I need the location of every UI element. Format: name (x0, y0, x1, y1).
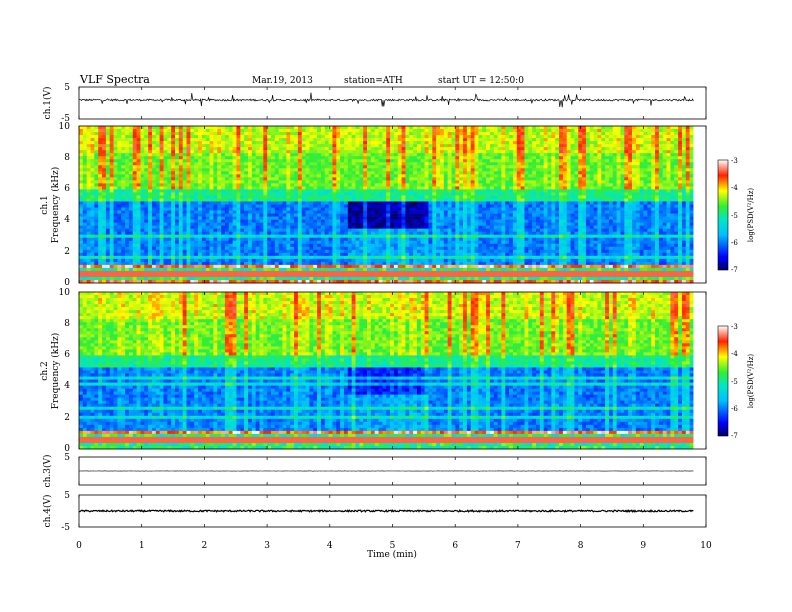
time-axis-label: Time (min) (367, 549, 417, 560)
ch2-cb-tick-3: -3 (731, 323, 738, 331)
ch1-waveform-line (79, 93, 693, 108)
ch1-cb-tick-6: -6 (731, 239, 738, 247)
ch2-cb-tick-4: -4 (731, 350, 738, 358)
ch1-cb-tick-7: -7 (731, 266, 738, 274)
ch2-spectrogram-panel: 0 2 4 6 8 10 ch.2 Frequency (kHz) -3 -4 … (40, 288, 755, 454)
ch2-ytick-4: 4 (64, 381, 70, 391)
time-tick-label-3: 3 (264, 541, 270, 551)
ch1-cb-tick-5: -5 (731, 212, 738, 220)
time-tick-label-4: 4 (327, 541, 333, 551)
ch2-spec-freq-label: Frequency (kHz) (50, 333, 61, 410)
ch1-spec-freq-label: Frequency (kHz) (50, 167, 61, 244)
ch2-cb-tick-6: -6 (731, 405, 738, 413)
ch1-ytick-2: 2 (64, 247, 70, 257)
ch1-ytick-6: 6 (64, 184, 70, 194)
ch1-spectrogram-panel: 0 2 4 6 8 10 ch.1 Frequency (kHz) -3 -4 … (40, 122, 755, 288)
ch2-cb-tick-7: -7 (731, 432, 738, 440)
time-tick-label-6: 6 (452, 541, 458, 551)
ch1-ytick-4: 4 (64, 215, 70, 225)
ch3-ylabel: ch.3(V) (42, 455, 53, 488)
time-tick-label-7: 7 (515, 541, 521, 551)
time-tick-label-0: 0 (76, 541, 82, 551)
time-tick-label-10: 10 (700, 541, 712, 551)
vlf-figure: VLF Spectra Mar.19, 2013 station=ATH sta… (0, 0, 792, 612)
ch1-colorbar (718, 160, 728, 270)
ch2-colorbar-label: log(PSD(V²/Hz) (747, 354, 755, 409)
time-tick-label-2: 2 (202, 541, 208, 551)
ch1-ylabel: ch.1(V) (42, 87, 53, 120)
ch2-spec-ylabel: ch.2 (40, 361, 50, 380)
ch1-cb-tick-4: -4 (731, 184, 738, 192)
ch2-ytick-8: 8 (64, 319, 70, 329)
ch1-ytick-10: 10 (59, 122, 71, 132)
ch2-ytick-2: 2 (64, 413, 70, 423)
station-label: station=ATH (344, 76, 403, 86)
ch1-ytick-8: 8 (64, 153, 70, 163)
ch2-spectrogram-image (79, 292, 706, 449)
ch1-waveform-frame (79, 87, 706, 119)
ch2-colorbar (718, 326, 728, 436)
ch1-colorbar-label: log(PSD(V²/Hz) (747, 188, 755, 243)
time-tick-label-1: 1 (139, 541, 145, 551)
ch1-ytick-0: 0 (64, 278, 70, 288)
ch4-ytick-top: 5 (64, 491, 70, 501)
ch4-ytick-bottom: -5 (61, 523, 70, 533)
figure-title: VLF Spectra (79, 73, 150, 86)
ch2-ytick-6: 6 (64, 350, 70, 360)
ch3-ytick-top: 5 (64, 453, 70, 463)
time-tick-label-9: 9 (640, 541, 646, 551)
start-time-label: start UT = 12:50:0 (438, 76, 524, 86)
ch4-waveform-line (79, 510, 693, 512)
ch1-spec-ylabel: ch.1 (40, 195, 50, 214)
time-tick-label-8: 8 (578, 541, 584, 551)
ch1-ytick-top: 5 (64, 83, 70, 93)
ch2-cb-tick-5: -5 (731, 378, 738, 386)
ch1-cb-tick-3: -3 (731, 157, 738, 165)
ch1-spectrogram-image (79, 126, 706, 283)
ch2-ytick-10: 10 (59, 288, 71, 298)
ch4-ylabel: ch.4(V) (42, 495, 53, 528)
date-label: Mar.19, 2013 (252, 76, 313, 86)
